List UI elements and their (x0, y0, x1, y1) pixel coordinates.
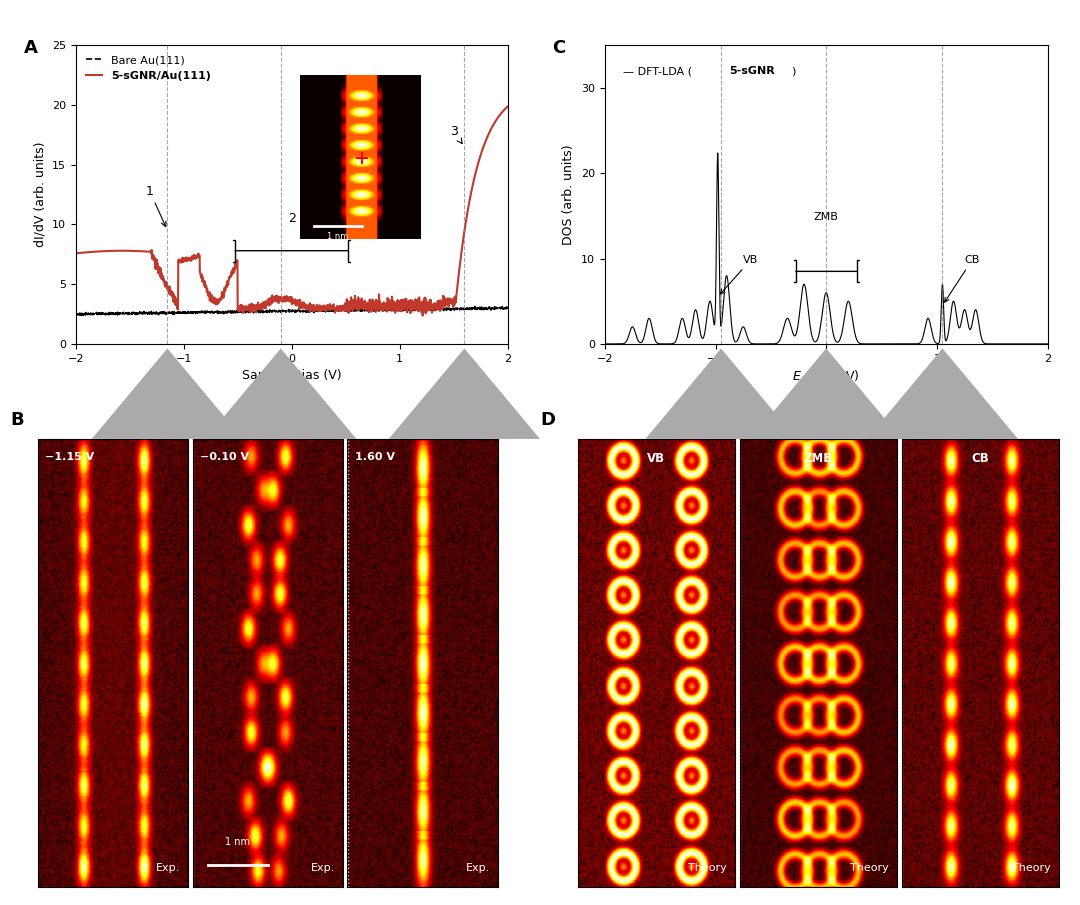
Text: Theory: Theory (1012, 863, 1051, 873)
Text: C: C (552, 39, 565, 57)
5-sGNR/Au(111) (489, 116, 502, 127)
Bare Au(111) (501, 303, 514, 314)
Text: 1 nm: 1 nm (225, 836, 251, 846)
5-sGNR/Au(111) (488, 117, 501, 128)
Bare Au(111) (489, 302, 502, 313)
Text: ZMB: ZMB (804, 452, 833, 465)
Text: VB: VB (647, 452, 665, 465)
Text: VB: VB (720, 255, 758, 294)
Text: D: D (540, 412, 555, 429)
Text: −0.10 V: −0.10 V (200, 452, 249, 462)
X-axis label: Sample Bias (V): Sample Bias (V) (242, 369, 341, 382)
Bare Au(111) (409, 304, 422, 315)
Y-axis label: DOS (arb. units): DOS (arb. units) (563, 144, 576, 245)
Text: Exp.: Exp. (311, 863, 335, 873)
Line: Bare Au(111): Bare Au(111) (76, 307, 508, 315)
5-sGNR/Au(111) (416, 310, 429, 321)
Text: CB: CB (945, 255, 980, 302)
Text: 3: 3 (449, 125, 462, 144)
Text: 1.60 V: 1.60 V (355, 452, 395, 462)
Text: ): ) (791, 66, 795, 76)
5-sGNR/Au(111) (409, 300, 422, 311)
Bare Au(111) (489, 303, 502, 314)
Text: ZMB: ZMB (813, 212, 839, 222)
Text: CB: CB (972, 452, 989, 465)
5-sGNR/Au(111) (91, 246, 104, 257)
Text: 2: 2 (287, 212, 296, 225)
Legend: Bare Au(111), 5-sGNR/Au(111): Bare Au(111), 5-sGNR/Au(111) (81, 51, 216, 85)
5-sGNR/Au(111) (69, 248, 82, 259)
Bare Au(111) (92, 310, 105, 320)
5-sGNR/Au(111) (501, 101, 514, 112)
Text: −1.15 V: −1.15 V (45, 452, 95, 462)
Bare Au(111) (69, 308, 82, 319)
Text: 1: 1 (146, 185, 166, 227)
Text: Exp.: Exp. (465, 863, 490, 873)
Bare Au(111) (75, 310, 87, 320)
Text: Theory: Theory (850, 863, 889, 873)
Text: B: B (11, 412, 25, 429)
Y-axis label: dI/dV (arb. units): dI/dV (arb. units) (33, 142, 46, 247)
Text: Exp.: Exp. (157, 863, 180, 873)
Line: 5-sGNR/Au(111): 5-sGNR/Au(111) (76, 107, 508, 316)
Text: — DFT-LDA (: — DFT-LDA ( (622, 66, 691, 76)
Text: A: A (24, 39, 38, 57)
5-sGNR/Au(111) (279, 294, 292, 305)
X-axis label: $E-E_{\mathrm{F}}$ (eV): $E-E_{\mathrm{F}}$ (eV) (793, 369, 860, 386)
Text: 5-sGNR: 5-sGNR (729, 66, 774, 76)
Bare Au(111) (268, 305, 281, 316)
Bare Au(111) (280, 307, 293, 318)
Text: Theory: Theory (688, 863, 727, 873)
Bare Au(111) (469, 301, 482, 312)
5-sGNR/Au(111) (268, 291, 281, 302)
